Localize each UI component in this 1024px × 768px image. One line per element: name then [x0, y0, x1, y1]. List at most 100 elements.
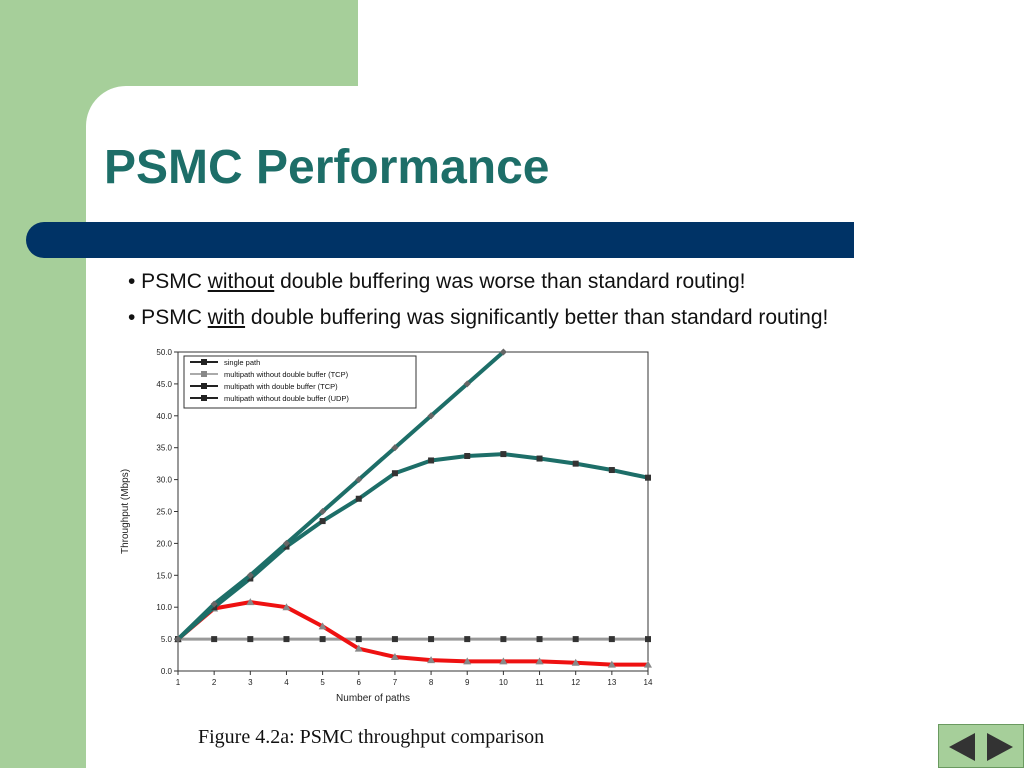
legend-label: multipath with double buffer (TCP): [224, 382, 338, 391]
decor-green-top: [0, 0, 358, 86]
x-tick-label: 2: [212, 678, 217, 687]
data-point: [500, 636, 507, 643]
y-tick-label: 30.0: [156, 476, 172, 485]
data-point: [355, 495, 362, 502]
data-point: [428, 457, 435, 464]
data-point: [571, 658, 580, 666]
series-line: [178, 350, 505, 641]
bullet-text: double buffering was significantly bette…: [245, 306, 829, 329]
bullet-emphasis: with: [207, 306, 246, 329]
x-tick-label: 7: [393, 678, 398, 687]
data-point: [319, 518, 326, 525]
x-axis-label: Number of paths: [336, 693, 410, 704]
data-point: [247, 636, 254, 643]
data-point: [211, 636, 218, 643]
y-axis-label: Throughput (Mbps): [120, 469, 131, 554]
x-tick-label: 5: [320, 678, 325, 687]
x-tick-label: 8: [429, 678, 434, 687]
y-tick-label: 10.0: [156, 603, 172, 612]
data-point: [463, 657, 472, 665]
data-point: [607, 660, 616, 668]
legend-box: [183, 355, 417, 409]
data-point: [535, 657, 544, 665]
data-point: [354, 644, 363, 652]
data-point: [246, 598, 255, 606]
data-point: [608, 467, 615, 474]
series-line: [178, 600, 648, 667]
x-tick-label: 3: [248, 678, 253, 687]
data-point: [428, 636, 435, 643]
chart-svg: 0.0 5.0 10.0 15.0 20.0 25.0 30.0 35.0 40.0 45.0 50…: [120, 348, 653, 704]
title-underline-bar: [26, 222, 854, 258]
y-tick-label: 40.0: [156, 412, 172, 421]
legend-marker: [201, 395, 207, 401]
data-point: [427, 412, 435, 420]
legend-marker: [201, 371, 207, 377]
y-tick-label: 5.0: [161, 635, 173, 644]
y-tick-label: 35.0: [156, 444, 172, 453]
data-point: [463, 380, 471, 388]
data-point: [572, 460, 579, 467]
data-point: [391, 470, 398, 477]
y-tick-label: 50.0: [156, 348, 172, 357]
triangle-right-icon[interactable]: [987, 733, 1013, 761]
x-tick-label: 11: [535, 678, 544, 687]
y-tick-label: 20.0: [156, 539, 172, 548]
data-point: [499, 348, 507, 356]
figure-caption: Figure 4.2a: PSMC throughput comparison: [198, 726, 545, 748]
slide-navigation: [938, 724, 1024, 768]
bullet-item: • PSMC with double buffering was signifi…: [128, 300, 828, 336]
data-point: [318, 622, 327, 630]
legend-label: multipath without double buffer (TCP): [224, 370, 349, 379]
x-tick-label: 6: [357, 678, 362, 687]
x-tick-label: 12: [571, 678, 580, 687]
data-point: [427, 656, 436, 664]
bullet-item: • PSMC without double buffering was wors…: [128, 264, 828, 300]
throughput-chart: 0.0 5.0 10.0 15.0 20.0 25.0 30.0 35.0 40.0 45.0 50…: [110, 338, 670, 758]
x-tick-label: 10: [499, 678, 508, 687]
data-point: [608, 636, 615, 643]
bullet-list: • PSMC without double buffering was wors…: [128, 264, 828, 336]
data-point: [500, 451, 507, 458]
y-tick-label: 0.0: [161, 667, 173, 676]
legend-label: multipath without double buffer (UDP): [224, 394, 349, 403]
data-point: [319, 636, 326, 643]
data-point: [355, 476, 363, 484]
y-tick-label: 15.0: [156, 571, 172, 580]
data-point: [391, 444, 399, 452]
series-line: [178, 452, 648, 641]
legend-label: single path: [224, 358, 260, 367]
bullet-text: • PSMC: [128, 306, 208, 329]
bullet-text: double buffering was worse than standard…: [274, 270, 746, 293]
data-point: [572, 636, 579, 643]
data-point: [644, 660, 652, 668]
data-point: [391, 636, 398, 643]
data-point: [246, 571, 254, 579]
data-point: [355, 636, 362, 643]
triangle-left-icon[interactable]: [949, 733, 975, 761]
data-point: [210, 600, 218, 608]
slide-title: PSMC Performance: [104, 141, 550, 194]
data-point: [499, 657, 508, 665]
y-tick-label: 45.0: [156, 380, 172, 389]
data-point: [464, 636, 471, 643]
data-point: [390, 652, 399, 660]
y-tick-label: 25.0: [156, 508, 172, 517]
legend-marker: [201, 359, 207, 365]
data-point: [282, 603, 291, 611]
data-point: [464, 452, 471, 459]
data-point: [645, 636, 651, 643]
x-tick-label: 14: [644, 678, 653, 687]
bullet-emphasis: without: [207, 270, 275, 293]
x-tick-label: 4: [284, 678, 289, 687]
data-point: [319, 507, 327, 516]
x-tick-label: 9: [465, 678, 470, 687]
decor-white-top: [358, 0, 1024, 100]
data-point: [283, 636, 290, 643]
x-tick-label: 13: [607, 678, 616, 687]
x-tick-label: 1: [176, 678, 181, 687]
data-point: [645, 474, 651, 481]
data-point: [536, 636, 543, 643]
data-point: [536, 455, 543, 462]
bullet-text: • PSMC: [128, 270, 208, 293]
